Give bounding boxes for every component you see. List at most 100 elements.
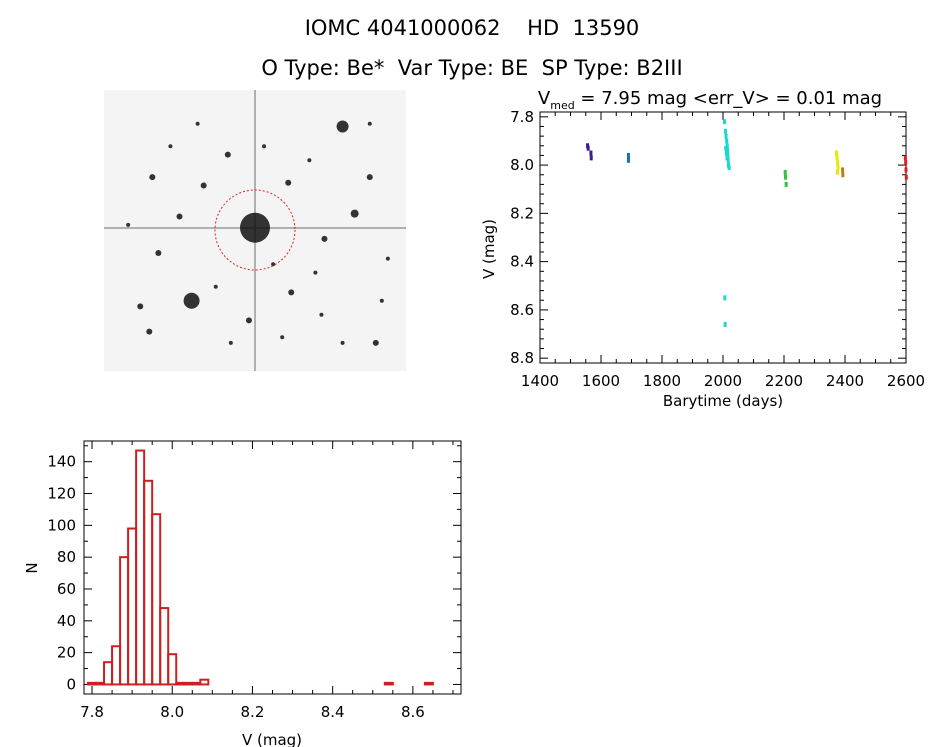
- star-blob: [155, 249, 162, 256]
- lightcurve-point: [723, 128, 727, 134]
- lightcurve-point: [904, 167, 908, 173]
- y-tick-label: 140: [47, 453, 76, 471]
- lightcurve-point: [723, 295, 727, 301]
- lightcurve-point: [725, 138, 729, 144]
- x-tick-label: 8.2: [241, 703, 265, 721]
- star-blob: [350, 209, 359, 218]
- histogram-bar: [383, 681, 394, 686]
- star-blob: [307, 158, 312, 163]
- lightcurve-point: [586, 145, 590, 151]
- histogram-frame: [83, 440, 462, 695]
- histogram-bars: [87, 449, 434, 686]
- sky-thumbnail-image: [104, 90, 406, 371]
- lightcurve-point: [904, 160, 908, 166]
- y-tick-label: 8.4: [510, 253, 534, 271]
- histogram-bar: [151, 513, 162, 686]
- x-tick-label: 8.0: [160, 703, 184, 721]
- chart-subtitle-types: O Type: Be* Var Type: BE SP Type: B2III: [261, 56, 683, 80]
- star-blob: [168, 144, 173, 149]
- star-blob: [240, 212, 270, 243]
- y-tick-label: 7.8: [510, 108, 534, 126]
- star-blob: [183, 292, 200, 309]
- x-tick-label: 8.4: [321, 703, 345, 721]
- y-tick-label: 8.6: [510, 301, 534, 319]
- histogram-bar: [103, 661, 114, 686]
- lightcurve-point: [835, 155, 839, 161]
- histogram-bar: [127, 527, 138, 686]
- star-blob: [228, 340, 233, 345]
- y-tick-label: 8.0: [510, 156, 534, 174]
- star-blob: [176, 213, 183, 220]
- lightcurve-point: [589, 155, 593, 161]
- lightcurve-point: [724, 145, 728, 151]
- star-blob: [126, 222, 131, 227]
- lightcurve-point: [904, 174, 908, 180]
- histogram-plot: 7.8 8.0 8.2 8.4 8.6 0 20 40 60 80 100 120 140 V (mag…: [23, 440, 462, 747]
- lightcurve-point: [841, 167, 845, 173]
- y-tick-label: 8.8: [510, 349, 534, 367]
- star-blob: [224, 151, 231, 158]
- star-blob: [262, 144, 267, 149]
- lightcurve-points: [586, 119, 908, 327]
- chart-title-star-id: IOMC 4041000062 HD 13590: [304, 16, 640, 40]
- x-tick-label: 2000: [704, 372, 742, 390]
- x-tick-label: 1400: [521, 372, 559, 390]
- y-tick-label: 60: [57, 580, 76, 598]
- y-tick-label: 120: [47, 485, 76, 503]
- lightcurve-point: [835, 169, 839, 175]
- histogram-bar: [111, 645, 122, 686]
- histogram-bar: [87, 681, 98, 686]
- histogram-ticks: 7.8 8.0 8.2 8.4 8.6 0 20 40 60 80 100 120 140: [47, 441, 461, 721]
- star-blob: [280, 335, 285, 340]
- x-tick-label: 2600: [887, 372, 925, 390]
- star-blob: [288, 289, 295, 296]
- star-blob: [285, 179, 292, 186]
- star-blob: [336, 120, 349, 133]
- lightcurve-point: [724, 133, 728, 139]
- histogram-bar: [135, 449, 146, 686]
- star-blob: [200, 182, 207, 189]
- lightcurve-title: Vmed = 7.95 mag <err_V> = 0.01 mag: [538, 88, 882, 112]
- lightcurve-point: [727, 165, 731, 171]
- histogram-bar: [143, 479, 154, 686]
- histogram-bar: [175, 681, 186, 686]
- histogram-xlabel: V (mag): [242, 731, 302, 747]
- star-blob: [146, 328, 153, 335]
- x-tick-label: 8.6: [401, 703, 425, 721]
- thumbnail-stars: [126, 120, 390, 346]
- x-tick-label: 2400: [826, 372, 864, 390]
- star-blob: [213, 284, 218, 289]
- histogram-bar: [183, 681, 194, 686]
- x-tick-label: 7.8: [80, 703, 104, 721]
- star-blob: [245, 317, 252, 324]
- star-blob: [367, 121, 372, 126]
- lightcurve-point: [836, 160, 840, 166]
- lightcurve-ylabel: V (mag): [480, 219, 498, 279]
- star-blob: [321, 235, 328, 242]
- y-tick-label: 20: [57, 644, 76, 662]
- star-blob: [379, 298, 384, 303]
- star-blob: [340, 340, 345, 345]
- histogram-bar: [95, 681, 106, 686]
- lightcurve-frame: [539, 111, 907, 364]
- lightcurve-point: [784, 181, 788, 187]
- star-blob: [149, 174, 156, 181]
- lightcurve-point: [723, 119, 727, 125]
- lightcurve-point: [626, 152, 630, 158]
- lightcurve-ticks: 1400 1600 1800 2000 2200 2400 2600 7.8 8.0 8.2 8.4…: [510, 108, 925, 390]
- star-blob: [372, 339, 379, 346]
- histogram-ylabel: N: [23, 562, 41, 573]
- lightcurve-point: [723, 321, 727, 327]
- star-blob: [366, 174, 373, 181]
- y-tick-label: 0: [66, 675, 76, 693]
- lightcurve-point: [725, 155, 729, 161]
- lightcurve-point: [841, 172, 845, 178]
- histogram-bar: [191, 681, 202, 686]
- histogram-bar: [423, 681, 434, 686]
- y-tick-label: 8.2: [510, 204, 534, 222]
- star-blob: [319, 312, 324, 317]
- star-blob: [195, 121, 200, 126]
- histogram-bar: [199, 678, 210, 686]
- star-blob: [271, 262, 276, 267]
